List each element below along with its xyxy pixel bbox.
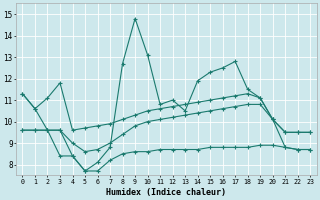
X-axis label: Humidex (Indice chaleur): Humidex (Indice chaleur) (106, 188, 226, 197)
